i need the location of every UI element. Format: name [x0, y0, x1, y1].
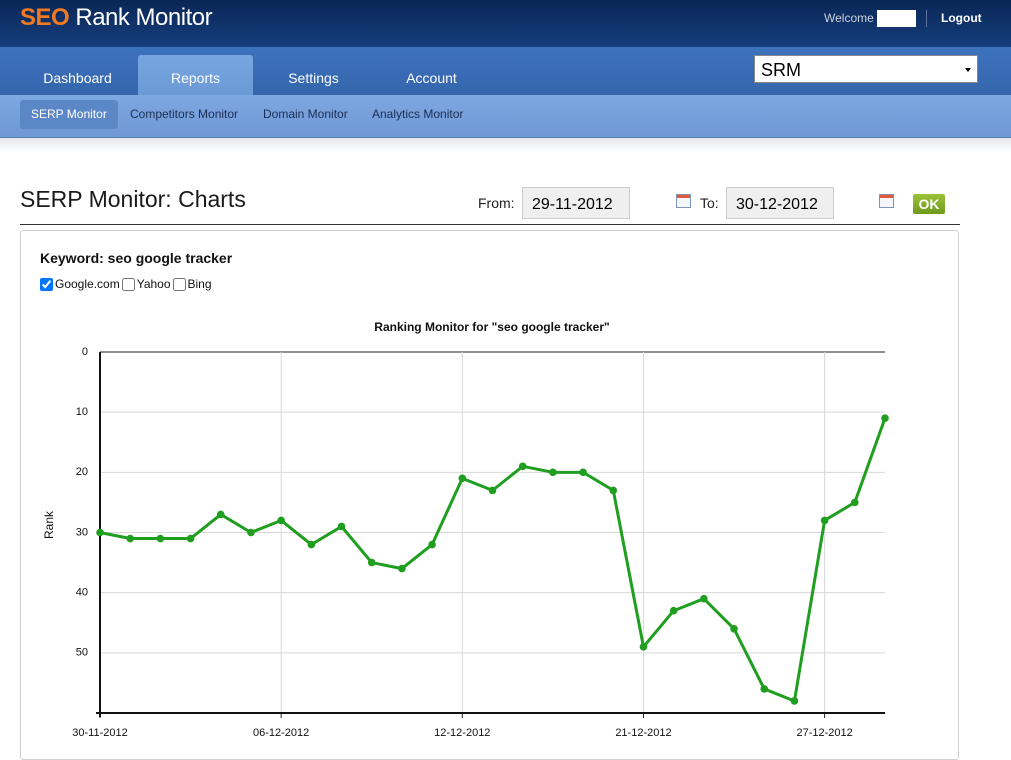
y-tick-label: 0 [82, 346, 88, 358]
nav-tab[interactable]: Settings [288, 70, 339, 86]
data-point [337, 522, 346, 531]
data-point [277, 516, 285, 525]
engine-label: Bing [187, 277, 212, 291]
x-tick-label: 27-12-2012 [796, 727, 852, 739]
username-box [877, 10, 916, 27]
engine-label: Google.com [55, 277, 120, 291]
data-point [700, 594, 708, 603]
y-tick-label: 10 [76, 406, 88, 418]
data-point [760, 685, 769, 693]
chart-title: Ranking Monitor for "seo google tracker" [374, 320, 609, 334]
calendar-icon[interactable] [879, 194, 894, 208]
chart: Ranking Monitor for "seo google tracker"… [42, 320, 889, 739]
y-tick-label: 30 [76, 526, 88, 538]
data-point [669, 606, 678, 615]
data-point [458, 474, 467, 483]
to-label: To: [700, 195, 719, 211]
x-tick-label: 21-12-2012 [615, 727, 671, 739]
logo-text: Rank Monitor [75, 4, 213, 31]
data-point [549, 468, 557, 477]
from-label: From: [478, 195, 515, 211]
from-input[interactable]: 29-11-2012 [522, 187, 630, 219]
data-point [488, 486, 497, 495]
data-point [247, 528, 255, 537]
y-axis-label: Rank [42, 510, 56, 539]
logo[interactable]: SEO Rank Monitor [20, 4, 213, 32]
title-rule [20, 224, 960, 225]
y-tick-label: 20 [76, 466, 88, 478]
subnav-item[interactable]: Domain Monitor [263, 107, 348, 121]
data-point [851, 498, 859, 507]
data-point [579, 468, 587, 477]
data-point [186, 534, 195, 543]
engine-label: Yahoo [136, 277, 171, 291]
main-nav: Dashboard Reports Settings Account SRM [0, 47, 1011, 95]
data-point [367, 558, 376, 567]
header: SEO Rank Monitor Welcome Logout [0, 0, 1011, 47]
logout-link[interactable]: Logout [941, 11, 982, 25]
keyword: Keyword: seo google tracker [40, 250, 233, 266]
data-point [730, 624, 738, 633]
data-point [639, 643, 648, 651]
data-point [609, 486, 618, 495]
sub-nav: SERP Monitor Competitors Monitor Domain … [0, 95, 1011, 138]
ok-button[interactable]: OK [913, 194, 945, 214]
nav-tab-active[interactable]: Reports [138, 55, 253, 95]
nav-tab[interactable]: Dashboard [43, 70, 112, 86]
data-point [156, 534, 165, 543]
data-point [790, 697, 799, 705]
calendar-icon[interactable] [676, 194, 691, 208]
logo-brand: SEO [20, 4, 70, 31]
shadow [0, 138, 1011, 152]
y-tick-label: 50 [76, 647, 88, 659]
separator [926, 10, 927, 27]
x-tick-label: 06-12-2012 [253, 727, 309, 739]
data-point [216, 510, 225, 519]
x-tick-label: 12-12-2012 [434, 727, 490, 739]
to-input[interactable]: 30-12-2012 [726, 187, 834, 219]
data-point [398, 564, 406, 573]
data-point [518, 462, 527, 471]
series-line [99, 417, 887, 703]
x-tick-label: 30-11-2012 [72, 727, 127, 739]
data-point [428, 540, 436, 549]
subnav-item[interactable]: Analytics Monitor [372, 107, 464, 121]
data-point [307, 540, 316, 549]
subnav-item-active[interactable]: SERP Monitor [20, 100, 118, 129]
site-select[interactable]: SRM [754, 55, 978, 83]
engine-checkbox[interactable] [121, 277, 135, 291]
y-tick-label: 40 [76, 587, 88, 599]
subnav-item[interactable]: Competitors Monitor [130, 107, 239, 121]
engine-filters: Google.com Yahoo Bing [38, 277, 212, 291]
data-point [126, 534, 134, 543]
data-point [820, 516, 829, 525]
page-title: SERP Monitor: Charts [20, 186, 246, 212]
welcome-text: Welcome [824, 11, 874, 25]
engine-checkbox[interactable] [172, 277, 186, 291]
data-point [96, 528, 104, 537]
data-point [881, 414, 889, 422]
nav-tab[interactable]: Account [406, 70, 457, 86]
engine-checkbox[interactable] [40, 277, 53, 291]
